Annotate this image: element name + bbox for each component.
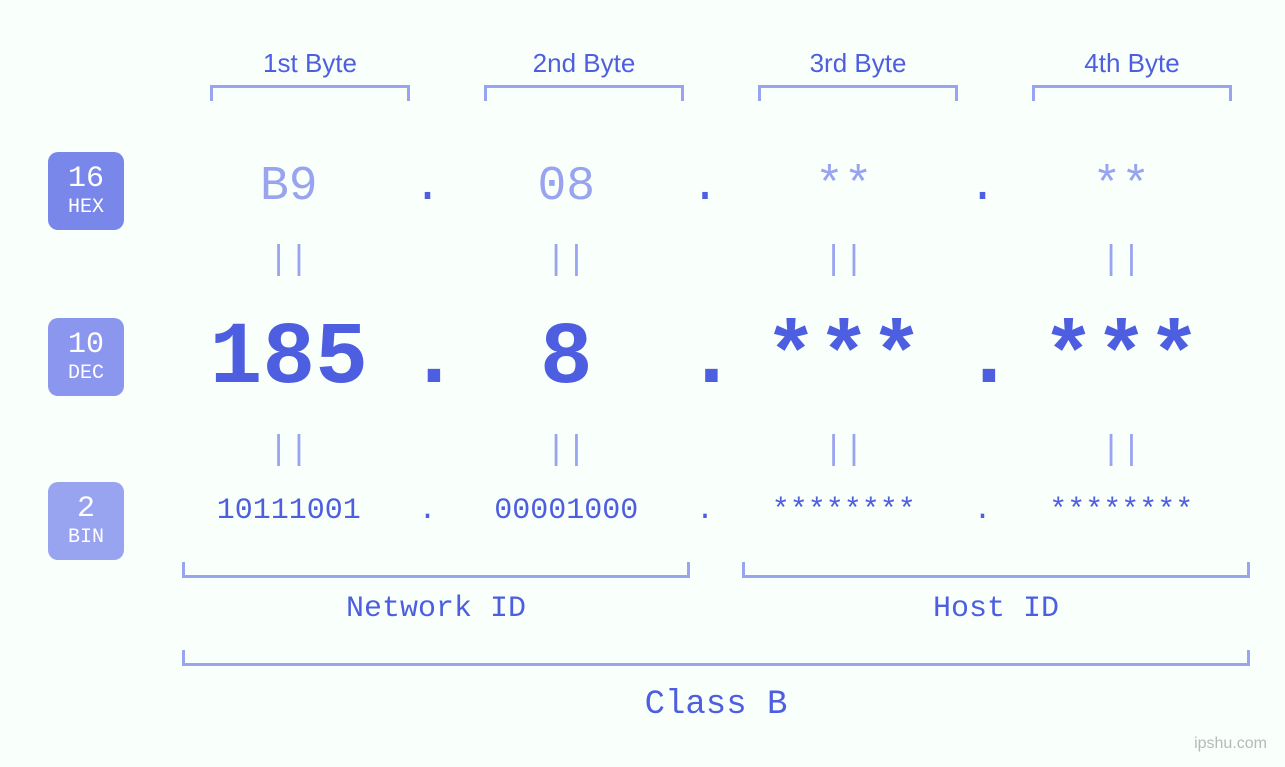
byte-label-2: 2nd Byte <box>484 48 684 79</box>
host-id-label: Host ID <box>742 592 1250 626</box>
watermark: ipshu.com <box>1194 735 1267 753</box>
byte-label-4: 4th Byte <box>1032 48 1232 79</box>
hex-dot-2: . <box>685 160 725 214</box>
hex-dot-1: . <box>408 160 448 214</box>
badge-dec-label: DEC <box>48 363 124 384</box>
eq1-1: || <box>170 242 408 280</box>
dec-byte-2: 8 <box>448 310 686 409</box>
hex-dot-3: . <box>963 160 1003 214</box>
hex-row: B9 . 08 . ** . ** <box>170 160 1240 214</box>
badge-hex-label: HEX <box>48 197 124 218</box>
badge-hex-base: 16 <box>48 164 124 196</box>
bin-byte-3: ******** <box>725 494 963 528</box>
hex-byte-2: 08 <box>448 160 686 214</box>
eq2-2: || <box>448 432 686 470</box>
eq1-4: || <box>1003 242 1241 280</box>
bin-byte-2: 00001000 <box>448 494 686 528</box>
badge-hex: 16 HEX <box>48 152 124 230</box>
bin-byte-4: ******** <box>1003 494 1241 528</box>
dec-dot-2: . <box>685 310 725 409</box>
eq2-1: || <box>170 432 408 470</box>
dec-byte-1: 185 <box>170 310 408 409</box>
byte-bracket-4 <box>1032 85 1232 101</box>
badge-dec-base: 10 <box>48 330 124 362</box>
eq1-3: || <box>725 242 963 280</box>
badge-bin-label: BIN <box>48 527 124 548</box>
dec-row: 185 . 8 . *** . *** <box>170 310 1240 409</box>
class-bracket <box>182 650 1250 666</box>
byte-bracket-3 <box>758 85 958 101</box>
equals-row-2: || || || || <box>170 432 1240 470</box>
hex-byte-4: ** <box>1003 160 1241 214</box>
eq1-2: || <box>448 242 686 280</box>
bin-byte-1: 10111001 <box>170 494 408 528</box>
dec-dot-3: . <box>963 310 1003 409</box>
byte-label-1: 1st Byte <box>210 48 410 79</box>
ip-diagram: 1st Byte 2nd Byte 3rd Byte 4th Byte 16 H… <box>0 0 1285 767</box>
eq2-3: || <box>725 432 963 470</box>
bin-dot-1: . <box>408 494 448 528</box>
host-id-bracket <box>742 562 1250 578</box>
equals-row-1: || || || || <box>170 242 1240 280</box>
badge-dec: 10 DEC <box>48 318 124 396</box>
dec-byte-4: *** <box>1003 310 1241 409</box>
badge-bin: 2 BIN <box>48 482 124 560</box>
network-id-label: Network ID <box>182 592 690 626</box>
eq2-4: || <box>1003 432 1241 470</box>
dec-dot-1: . <box>408 310 448 409</box>
bin-dot-2: . <box>685 494 725 528</box>
byte-bracket-2 <box>484 85 684 101</box>
dec-byte-3: *** <box>725 310 963 409</box>
byte-bracket-1 <box>210 85 410 101</box>
class-label: Class B <box>182 686 1250 724</box>
network-id-bracket <box>182 562 690 578</box>
bin-dot-3: . <box>963 494 1003 528</box>
byte-label-3: 3rd Byte <box>758 48 958 79</box>
badge-bin-base: 2 <box>48 494 124 526</box>
hex-byte-1: B9 <box>170 160 408 214</box>
hex-byte-3: ** <box>725 160 963 214</box>
bin-row: 10111001 . 00001000 . ******** . *******… <box>170 494 1240 528</box>
